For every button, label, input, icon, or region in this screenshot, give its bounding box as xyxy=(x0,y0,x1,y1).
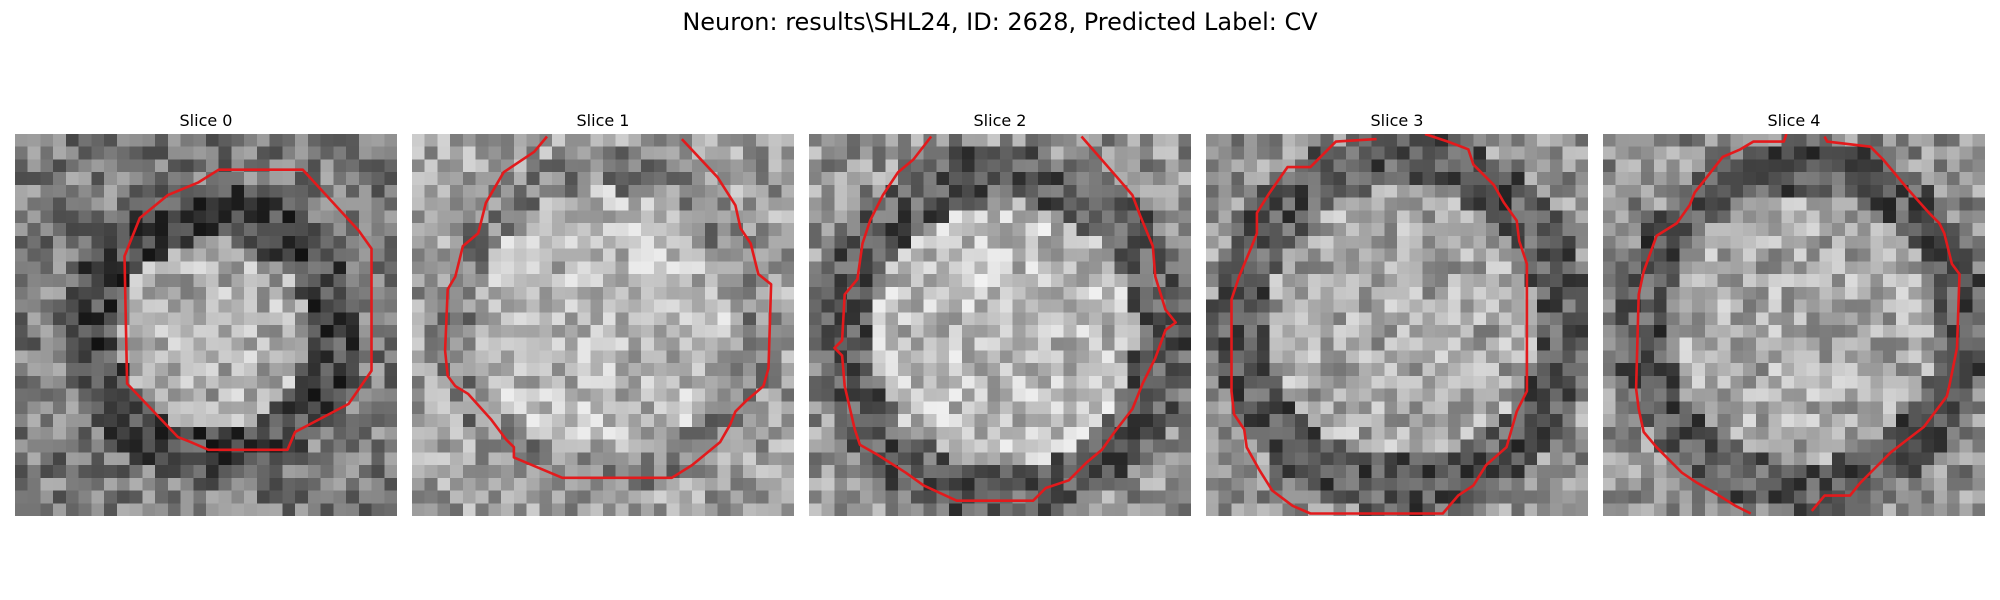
pixel-grid-2 xyxy=(809,134,1191,516)
pixel-grid-4 xyxy=(1603,134,1985,516)
slice-panel-4: Slice 4 xyxy=(1603,108,1985,516)
slice-panel-3: Slice 3 xyxy=(1206,108,1588,516)
slice-image-2 xyxy=(809,134,1191,516)
slice-panel-2: Slice 2 xyxy=(809,108,1191,516)
slice-panel-0: Slice 0 xyxy=(15,108,397,516)
slice-image-4 xyxy=(1603,134,1985,516)
slice-title-2: Slice 2 xyxy=(809,108,1191,134)
figure-title: Neuron: results\SHL24, ID: 2628, Predict… xyxy=(0,8,2000,36)
slice-title-0: Slice 0 xyxy=(15,108,397,134)
slice-title-4: Slice 4 xyxy=(1603,108,1985,134)
slice-title-1: Slice 1 xyxy=(412,108,794,134)
slice-image-1 xyxy=(412,134,794,516)
slice-image-3 xyxy=(1206,134,1588,516)
pixel-grid-0 xyxy=(15,134,397,516)
pixel-grid-1 xyxy=(412,134,794,516)
pixel-grid-3 xyxy=(1206,134,1588,516)
slice-panel-1: Slice 1 xyxy=(412,108,794,516)
slice-title-3: Slice 3 xyxy=(1206,108,1588,134)
slice-image-0 xyxy=(15,134,397,516)
